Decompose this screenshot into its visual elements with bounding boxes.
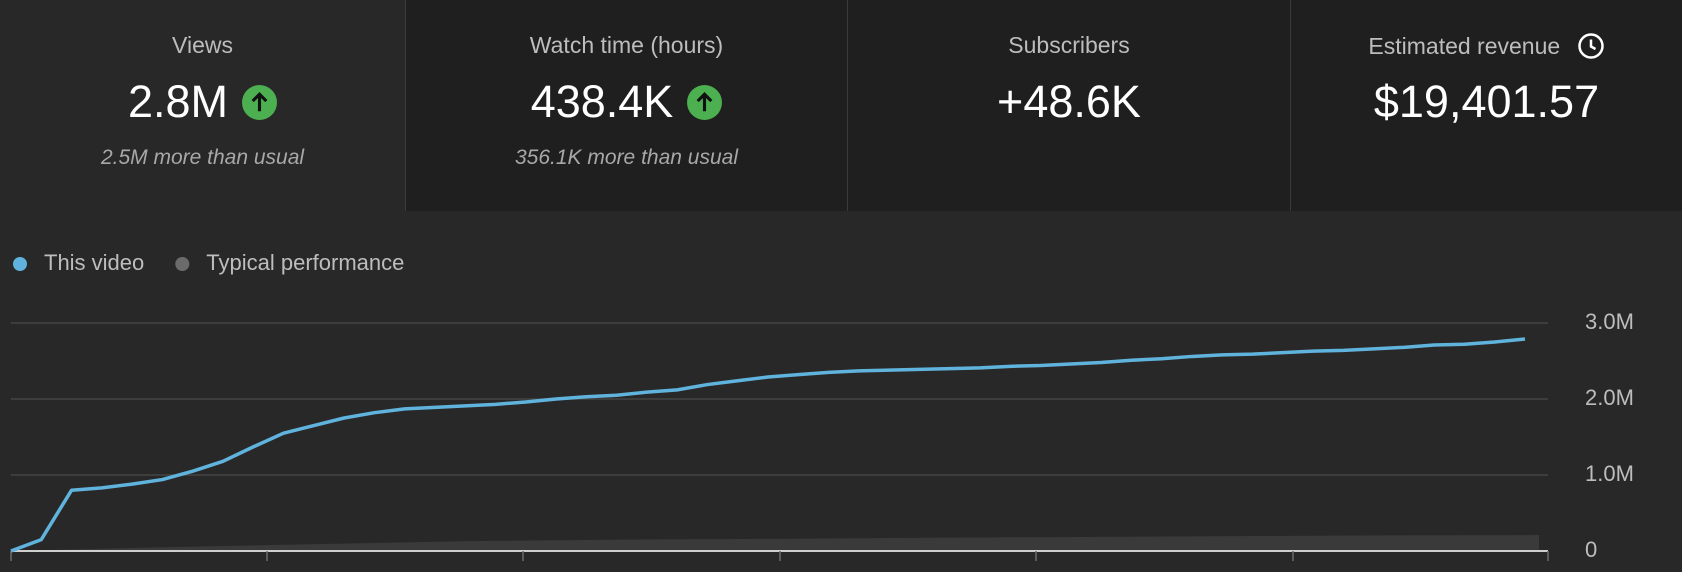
card-value-row: $19,401.57 (1291, 76, 1682, 128)
card-label: Views (172, 32, 233, 58)
chart: 0 1.0M 2.0M 3.0M This video Typical performan… (10, 250, 1634, 562)
card-value: +48.6K (997, 76, 1141, 127)
card-value: $19,401.57 (1373, 76, 1600, 127)
trend-up-icon (242, 84, 278, 120)
card-note: 356.1K more than usual (515, 146, 738, 169)
y-tick-label: 0 (1585, 537, 1597, 562)
card[interactable]: Views 2.8M 2.5M more than usual (0, 0, 405, 211)
card[interactable]: Watch time (hours) 438.4K 356.1K more th… (405, 0, 847, 211)
typical-performance-area (11, 535, 1539, 551)
legend-label: This video (44, 250, 144, 275)
x-tick-marks (10, 551, 1549, 561)
card-label: Subscribers (1008, 32, 1130, 58)
y-tick-label: 1.0M (1585, 461, 1634, 486)
legend-dot (175, 257, 190, 271)
y-tick-label: 3.0M (1585, 309, 1634, 334)
card-note: 2.5M more than usual (100, 146, 305, 169)
card[interactable]: Subscribers +48.6K (847, 0, 1290, 211)
card-label: Watch time (hours) (529, 32, 724, 58)
this-video-line (10, 337, 1526, 553)
card-value-row: 2.8M (0, 76, 405, 128)
legend-dot (13, 257, 27, 271)
card-label: Estimated revenue (1368, 33, 1561, 59)
trend-up-icon (687, 84, 723, 120)
summary-cards: Views 2.8M 2.5M more than usual Watch ti… (0, 0, 1682, 211)
card-value: 438.4K (530, 76, 674, 127)
clock-icon[interactable] (1577, 32, 1605, 60)
legend-label: Typical performance (206, 250, 404, 275)
card-label-row: Estimated revenue (1291, 32, 1682, 60)
y-tick-label: 2.0M (1585, 385, 1634, 410)
card-value-row: 438.4K (406, 76, 847, 128)
card-value: 2.8M (127, 76, 229, 127)
card[interactable]: Estimated revenue $19,401.57 (1290, 0, 1682, 211)
card-value-row: +48.6K (848, 76, 1290, 128)
